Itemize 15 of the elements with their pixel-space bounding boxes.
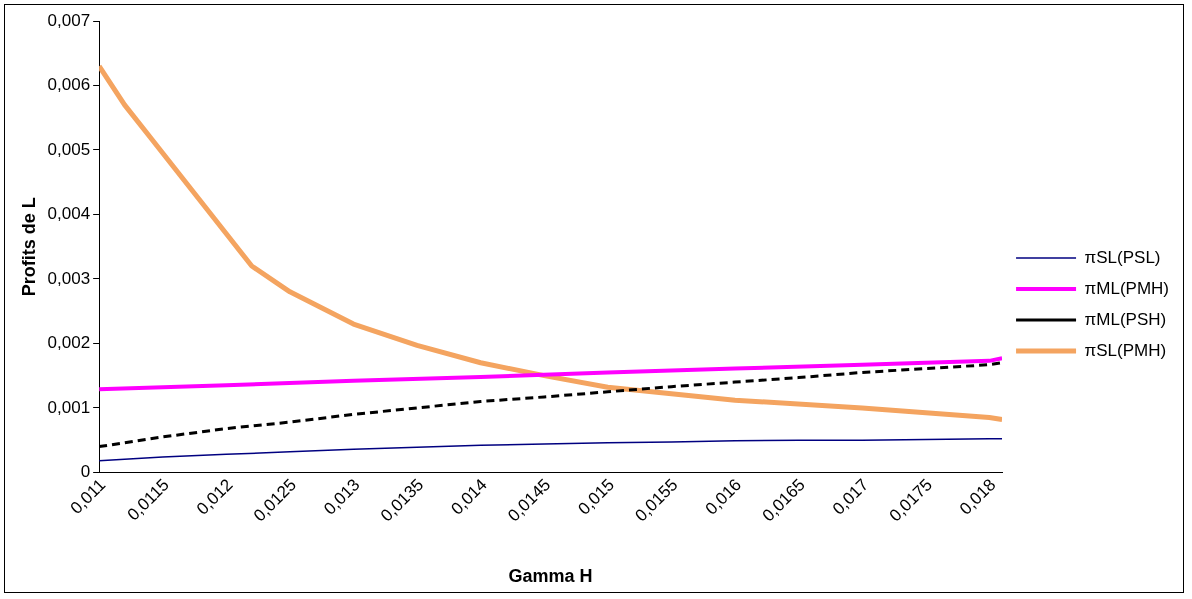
y-tick-label: 0,003 bbox=[47, 268, 91, 288]
y-tick-label: 0,001 bbox=[47, 397, 91, 417]
y-tick-label: 0,006 bbox=[47, 75, 91, 95]
legend-label: πSL(PMH) bbox=[1084, 340, 1167, 360]
legend-label: πML(PMH) bbox=[1084, 278, 1170, 298]
y-axis-title: Profits de L bbox=[18, 197, 39, 297]
legend-label: πSL(PSL) bbox=[1084, 247, 1161, 267]
y-tick-label: 0,004 bbox=[47, 204, 91, 224]
y-tick-label: 0 bbox=[80, 462, 91, 482]
x-axis-title: Gamma H bbox=[508, 566, 593, 587]
legend-label: πML(PSH) bbox=[1084, 309, 1167, 329]
y-tick-label: 0,007 bbox=[47, 10, 91, 30]
y-tick-label: 0,005 bbox=[47, 139, 91, 159]
line-series bbox=[99, 361, 1003, 449]
y-tick-label: 0,002 bbox=[47, 333, 91, 353]
